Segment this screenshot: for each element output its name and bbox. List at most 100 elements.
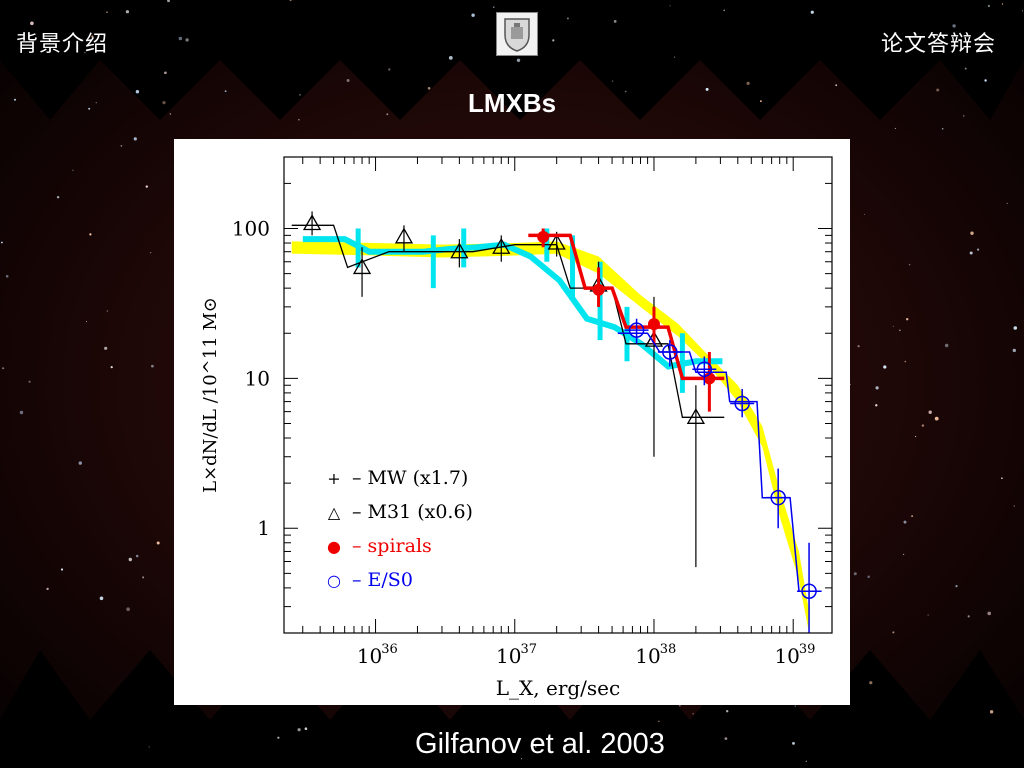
star — [1013, 505, 1015, 507]
star — [794, 705, 796, 707]
legend-symbol: ● — [327, 537, 341, 556]
m31-triangle-marker — [492, 237, 511, 254]
legend-symbol: ○ — [327, 571, 341, 590]
star — [128, 557, 132, 562]
star — [106, 310, 109, 312]
star — [903, 520, 907, 524]
star — [566, 17, 569, 20]
star — [388, 68, 391, 71]
es0-point — [734, 395, 750, 412]
star — [1001, 477, 1003, 480]
star — [857, 345, 860, 348]
star — [224, 90, 227, 92]
star — [135, 554, 139, 558]
star — [969, 251, 973, 255]
step-series-spirals-cyan — [302, 236, 723, 370]
x-axis-label: L_X, erg/sec — [496, 676, 620, 700]
y-tick-label: 10 — [245, 366, 270, 390]
star — [521, 758, 523, 760]
star — [903, 553, 905, 556]
star — [304, 727, 308, 730]
star — [970, 231, 974, 235]
star — [915, 435, 917, 438]
star — [5, 275, 9, 278]
star — [56, 196, 60, 199]
chart-figure: 10 36 10 37 10 38 10 39 100 10 1 L_X, erg/sec L×dN/d… — [174, 139, 850, 705]
star — [1022, 10, 1023, 12]
star — [178, 36, 183, 41]
star — [28, 380, 31, 383]
y-tick-label: 1 — [257, 516, 270, 540]
star — [185, 38, 189, 42]
plot-frame — [283, 156, 833, 634]
star — [30, 21, 34, 26]
star — [19, 410, 24, 415]
star — [60, 568, 64, 571]
legend-entry: – spirals — [352, 535, 432, 557]
star — [927, 614, 929, 616]
m31-triangle-marker — [302, 214, 322, 231]
star — [726, 710, 729, 713]
star — [989, 710, 994, 714]
star — [1012, 348, 1016, 353]
star — [427, 87, 431, 90]
x-tick-label-exponent: 39 — [799, 642, 816, 657]
m31-triangle-marker — [394, 227, 414, 244]
star — [99, 596, 104, 601]
star — [658, 720, 660, 722]
star — [805, 760, 807, 762]
star — [962, 115, 965, 117]
x-tick-label-exponent: 36 — [381, 642, 398, 657]
star — [277, 736, 280, 739]
star — [448, 56, 453, 60]
star — [298, 119, 300, 121]
star — [984, 79, 987, 82]
step-series-es0-blue — [617, 332, 822, 592]
y-axis-label: L×dN/dL /10^11 M⊙ — [200, 297, 221, 493]
es0-point — [696, 361, 713, 378]
es0-point — [628, 322, 645, 338]
star — [936, 88, 940, 92]
star — [679, 705, 681, 707]
header-section-label: 背景介绍 — [16, 32, 109, 57]
star — [810, 10, 814, 14]
star — [911, 515, 914, 518]
star — [792, 742, 795, 745]
x-tick-label: 10 — [357, 644, 382, 668]
x-tick-label: 10 — [635, 644, 660, 668]
star — [346, 79, 350, 82]
x-tick-label: 10 — [496, 644, 521, 668]
slide-title: LMXBs — [467, 88, 557, 118]
star — [162, 101, 166, 105]
step-series-spirals-red — [528, 233, 725, 381]
star — [151, 364, 154, 368]
star — [156, 541, 160, 545]
star — [142, 576, 145, 579]
y-tick-label: 100 — [232, 217, 270, 241]
star — [612, 80, 614, 82]
star — [875, 386, 879, 390]
star — [125, 10, 129, 14]
star — [934, 416, 939, 421]
header-event-label: 论文答辩会 — [880, 32, 996, 57]
m31-triangle-marker — [547, 233, 566, 250]
es0-point — [770, 489, 786, 506]
m31-triangle-marker — [686, 407, 706, 424]
es0-point — [662, 344, 678, 360]
star — [299, 94, 301, 96]
spirals-point — [537, 230, 550, 243]
star — [906, 318, 909, 321]
star — [987, 611, 991, 616]
legend-symbol: △ — [328, 503, 341, 522]
star — [892, 631, 895, 634]
spirals-point — [647, 318, 660, 331]
star — [987, 4, 991, 8]
m31-triangle-marker — [450, 242, 469, 259]
star — [921, 424, 925, 427]
star — [148, 746, 150, 748]
star — [72, 169, 74, 171]
star — [104, 346, 108, 350]
star — [86, 320, 88, 322]
x-tick-label-exponent: 38 — [660, 642, 677, 657]
star — [723, 9, 725, 12]
